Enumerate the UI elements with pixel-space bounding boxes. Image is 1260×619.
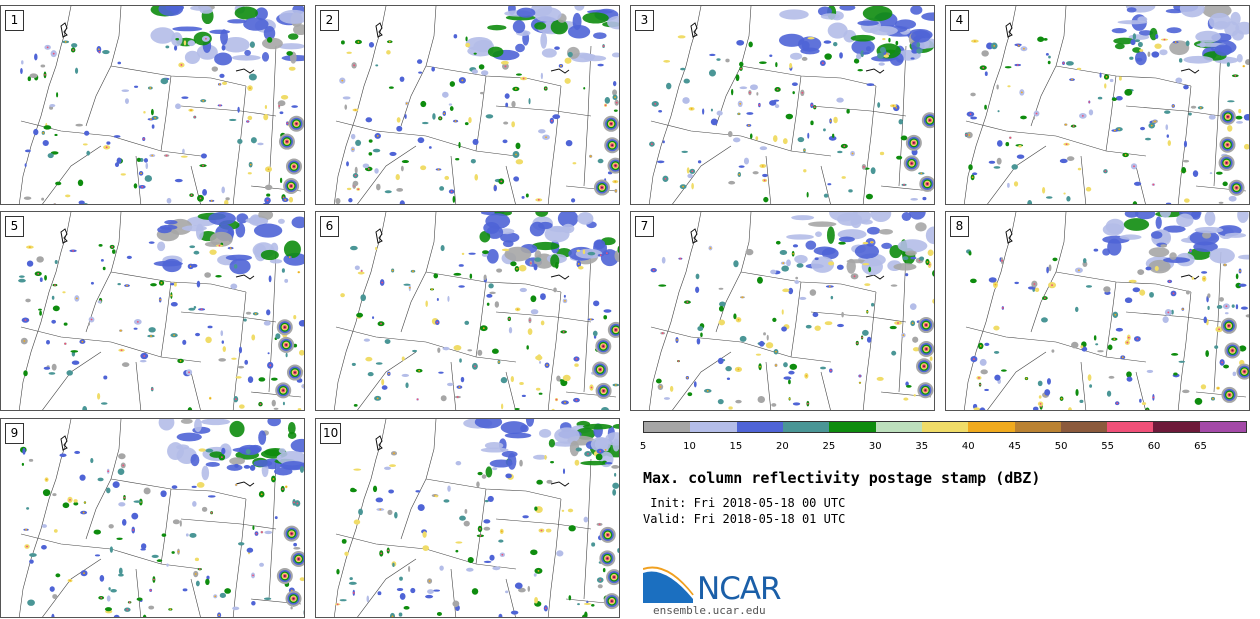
panel-number-label: 9 bbox=[5, 423, 24, 444]
colorbar-tick-label: 45 bbox=[1008, 441, 1022, 452]
panel-number-label: 1 bbox=[5, 10, 24, 31]
colorbar-segment bbox=[736, 422, 783, 432]
colorbar-segment bbox=[1153, 422, 1200, 432]
postage-stamp-panel: 9 bbox=[0, 418, 305, 618]
panel-number-label: 8 bbox=[950, 216, 969, 237]
postage-stamp-panel: 10 bbox=[315, 418, 620, 618]
postage-stamp-panel: 1 bbox=[0, 5, 305, 205]
reflectivity-map bbox=[648, 6, 934, 204]
colorbar-segment bbox=[1014, 422, 1061, 432]
colorbar-segment bbox=[782, 422, 830, 432]
colorbar-segment bbox=[829, 422, 876, 432]
postage-stamp-panel: 7 bbox=[630, 211, 935, 411]
reflectivity-map bbox=[963, 212, 1249, 410]
colorbar-tick-label: 15 bbox=[729, 441, 743, 452]
reflectivity-map bbox=[333, 212, 619, 410]
reflectivity-map bbox=[18, 419, 304, 617]
panel-number-label: 3 bbox=[635, 10, 654, 31]
ncar-logo-text: NCAR bbox=[697, 571, 782, 607]
colorbar-segment bbox=[875, 422, 922, 432]
colorbar-segment bbox=[644, 422, 691, 432]
panel-number-label: 2 bbox=[320, 10, 339, 31]
colorbar-tick-label: 55 bbox=[1101, 441, 1114, 452]
colorbar-segment bbox=[690, 422, 737, 432]
ncar-logo: NCAR bbox=[643, 563, 803, 605]
panel-number-label: 6 bbox=[320, 216, 339, 237]
colorbar-tick-label: 20 bbox=[776, 441, 789, 452]
site-url: ensemble.ucar.edu bbox=[653, 604, 766, 617]
panel-number-label: 4 bbox=[950, 10, 969, 31]
colorbar-tick-label: 35 bbox=[915, 441, 929, 452]
reflectivity-map bbox=[18, 6, 304, 204]
colorbar-tick-label: 30 bbox=[868, 441, 882, 452]
colorbar-ticks: 5 10 15 20 25 30 35 40 45 50 55 60 65 bbox=[639, 441, 1247, 455]
colorbar-segment bbox=[1060, 422, 1108, 432]
ncar-logo-swoosh-icon bbox=[643, 566, 694, 603]
colorbar-segment bbox=[1107, 422, 1154, 432]
colorbar-tick-label: 5 bbox=[639, 441, 647, 452]
init-time: Init: Fri 2018-05-18 00 UTC bbox=[643, 496, 846, 510]
colorbar-tick-label: 60 bbox=[1147, 441, 1161, 452]
colorbar-segment bbox=[921, 422, 969, 432]
postage-stamp-panel: 5 bbox=[0, 211, 305, 411]
colorbar-segment bbox=[1199, 422, 1247, 432]
reflectivity-map bbox=[963, 6, 1249, 204]
reflectivity-colorbar bbox=[643, 421, 1247, 433]
colorbar-tick-label: 10 bbox=[683, 441, 696, 452]
figure-title: Max. column reflectivity postage stamp (… bbox=[643, 469, 1041, 487]
reflectivity-map bbox=[648, 212, 934, 410]
colorbar-tick-label: 25 bbox=[822, 441, 836, 452]
colorbar-tick-label: 65 bbox=[1194, 441, 1207, 452]
panel-number-label: 10 bbox=[320, 423, 342, 444]
panel-number-label: 5 bbox=[5, 216, 24, 237]
reflectivity-map bbox=[333, 6, 619, 204]
postage-stamp-panel: 2 bbox=[315, 5, 620, 205]
postage-stamp-panel: 6 bbox=[315, 211, 620, 411]
reflectivity-map bbox=[18, 212, 304, 410]
colorbar-segment bbox=[968, 422, 1015, 432]
panel-number-label: 7 bbox=[635, 216, 654, 237]
colorbar-tick-label: 40 bbox=[961, 441, 975, 452]
postage-stamp-panel: 8 bbox=[945, 211, 1250, 411]
postage-stamp-panel: 4 bbox=[945, 5, 1250, 205]
colorbar-tick-label: 50 bbox=[1054, 441, 1068, 452]
valid-time: Valid: Fri 2018-05-18 01 UTC bbox=[643, 512, 846, 526]
reflectivity-map bbox=[333, 419, 619, 617]
postage-stamp-panel: 3 bbox=[630, 5, 935, 205]
